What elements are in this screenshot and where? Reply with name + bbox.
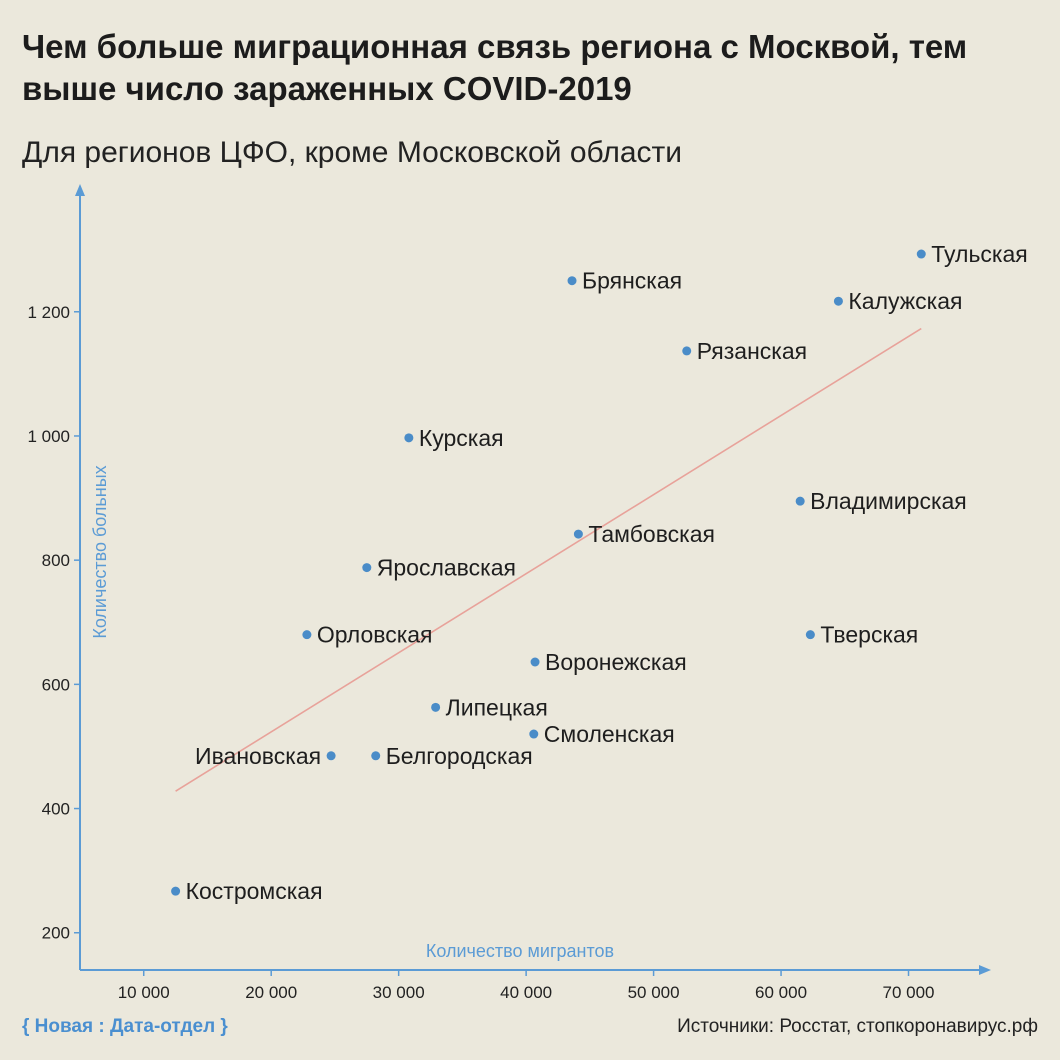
- point-label: Тульская: [931, 241, 1027, 267]
- data-point: [833, 296, 843, 306]
- data-point: [529, 729, 539, 739]
- y-tick-label: 1 200: [27, 303, 70, 322]
- data-point: [567, 276, 577, 286]
- x-tick-label: 40 000: [500, 983, 552, 1002]
- trendline-group: [175, 327, 922, 792]
- sources-note: Источники: Росстат, стопкоронавирус.рф: [677, 1016, 1038, 1037]
- x-tick-label: 70 000: [883, 983, 935, 1002]
- y-tick-label: 400: [42, 800, 70, 819]
- point-label: Ярославская: [377, 555, 516, 581]
- data-point: [682, 346, 692, 356]
- point-label: Белгородская: [386, 743, 533, 769]
- data-point: [431, 702, 441, 712]
- data-point: [530, 657, 540, 667]
- point-label: Костромская: [186, 878, 323, 904]
- x-tick-label: 50 000: [628, 983, 680, 1002]
- data-point: [916, 249, 926, 259]
- trend-line: [175, 327, 922, 792]
- x-tick-label: 20 000: [245, 983, 297, 1002]
- point-label: Ивановская: [195, 743, 321, 769]
- x-axis-title: Количество мигрантов: [426, 941, 614, 961]
- data-point: [573, 529, 583, 539]
- data-point: [805, 630, 815, 640]
- data-point: [302, 630, 312, 640]
- axes: 10 000 20 000 30 000 40 000 50 000 60 000 70 0…: [27, 184, 991, 1002]
- y-tick-label: 800: [42, 551, 70, 570]
- y-tick-label: 600: [42, 675, 70, 694]
- data-point: [404, 433, 414, 443]
- chart-subtitle: Для регионов ЦФО, кроме Московской облас…: [22, 136, 683, 169]
- data-point: [171, 886, 181, 896]
- x-tick-label: 60 000: [755, 983, 807, 1002]
- point-label: Орловская: [317, 622, 433, 648]
- point-label: Рязанская: [697, 338, 807, 364]
- point-label: Воронежская: [545, 649, 687, 675]
- point-label: Тамбовская: [588, 521, 715, 547]
- point-label: Владимирская: [810, 488, 967, 514]
- point-label: Тверская: [820, 622, 918, 648]
- points-group: Тульская Брянская Калужская Рязанская Курска…: [171, 241, 1028, 904]
- x-axis-arrow-icon: [979, 965, 991, 975]
- data-point: [371, 751, 381, 761]
- y-tick-label: 1 000: [27, 427, 70, 446]
- x-tick-label: 30 000: [373, 983, 425, 1002]
- data-point: [362, 563, 372, 573]
- point-label: Липецкая: [446, 694, 548, 720]
- data-point: [795, 496, 805, 506]
- point-label: Смоленская: [544, 721, 675, 747]
- point-label: Калужская: [848, 288, 962, 314]
- data-point: [326, 751, 336, 761]
- y-tick-label: 200: [42, 924, 70, 943]
- y-axis-title: Количество больных: [90, 465, 110, 638]
- point-label: Курская: [419, 425, 504, 451]
- x-tick-label: 10 000: [118, 983, 170, 1002]
- chart-title: Чем больше миграционная связь региона с …: [22, 28, 968, 107]
- point-label: Брянская: [582, 268, 682, 294]
- brand-logo: { Новая : Дата-отдел }: [22, 1016, 228, 1037]
- y-axis-arrow-icon: [75, 184, 85, 196]
